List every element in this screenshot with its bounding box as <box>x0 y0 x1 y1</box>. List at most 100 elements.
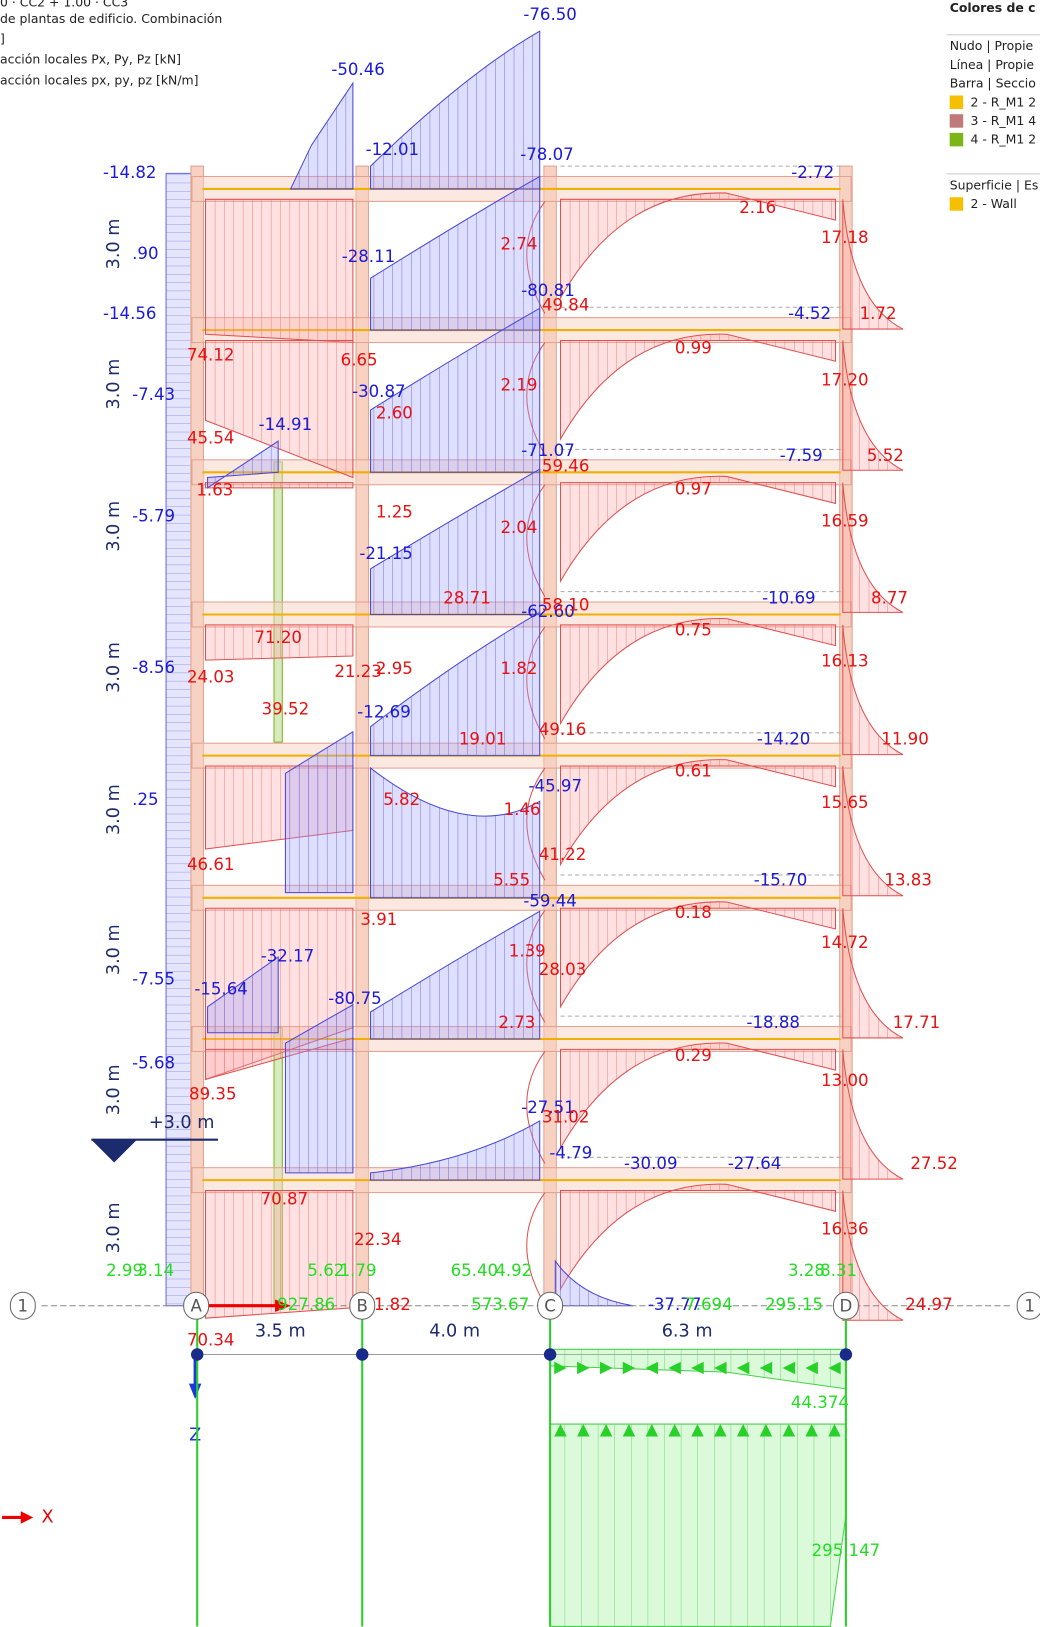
blue-value-label: -12.69 <box>357 703 411 722</box>
shear-wall <box>166 173 192 1305</box>
page-body: X Z +3.0 m 1ABCD13.5 m4.0 m6.3 m 3.0 m3.… <box>0 0 1040 1627</box>
grid-label: 1 <box>18 1296 29 1315</box>
blue-value-label: -14.91 <box>259 415 313 434</box>
force-diagram <box>291 83 353 189</box>
red-value-label: 28.03 <box>539 960 587 979</box>
blue-value-label: -7.43 <box>132 385 175 404</box>
grid-label: C <box>544 1296 556 1315</box>
red-value-label: 5.82 <box>383 790 420 809</box>
red-value-label: 28.71 <box>443 588 491 607</box>
red-value-label: 13.83 <box>884 871 932 890</box>
red-value-label: 24.03 <box>187 667 235 686</box>
header-line: de plantas de edificio. Combinación <box>0 11 222 26</box>
page: Building reactions diagram {"header": {"… <box>0 0 1040 1627</box>
red-value-label: 41.22 <box>539 845 587 864</box>
red-value-label: 17.18 <box>821 228 869 247</box>
axis-z-label: Z <box>189 1425 201 1445</box>
blue-value-label: -5.68 <box>132 1053 175 1072</box>
blue-value-label: -5.79 <box>132 506 175 525</box>
red-value-label: 0.61 <box>675 762 712 781</box>
red-value-label: 49.16 <box>539 720 587 739</box>
legend-swatch <box>950 197 963 210</box>
force-diagram <box>371 31 540 189</box>
node <box>544 1348 556 1360</box>
red-value-label: 13.00 <box>821 1071 869 1090</box>
blue-value-label: -14.82 <box>103 163 157 182</box>
force-diagram <box>371 612 540 755</box>
green-value-label: 295.15 <box>765 1295 823 1314</box>
red-value-label: 5.55 <box>493 871 530 890</box>
story-height: 3.0 m <box>104 501 124 552</box>
header-line: acción locales Px, Py, Pz [kN] <box>0 52 181 67</box>
legend-title: Colores de c <box>950 0 1036 15</box>
legend-item: 2 - Wall <box>970 196 1016 211</box>
blue-value-label: -15.70 <box>754 871 807 890</box>
red-value-label: 16.13 <box>821 652 869 671</box>
blue-value-label: -59.44 <box>523 891 577 910</box>
blue-value-label: -45.97 <box>529 776 583 795</box>
moment-diagram <box>527 1193 545 1305</box>
red-value-label: 70.87 <box>261 1189 309 1208</box>
node <box>356 1348 368 1360</box>
red-value-label: 17.20 <box>821 370 869 389</box>
red-value-label: 46.61 <box>187 855 235 874</box>
red-value-label: 1.46 <box>504 800 541 819</box>
axis-x-head <box>21 1511 33 1523</box>
blue-value-label: -7.55 <box>132 969 175 988</box>
green-value-label: 3.14 <box>137 1261 174 1280</box>
red-value-label: 21.23 <box>334 662 382 681</box>
green-value-label: 927.86 <box>277 1295 335 1314</box>
red-value-label: 0.29 <box>675 1046 712 1065</box>
blue-value-label: -28.11 <box>342 247 396 266</box>
red-value-label: 89.35 <box>189 1085 237 1104</box>
red-value-label: 17.71 <box>893 1013 941 1032</box>
blue-value-label: -21.15 <box>359 544 413 563</box>
red-value-label: 45.54 <box>187 429 235 448</box>
red-value-label: 71.20 <box>254 628 302 647</box>
header-line: acción locales px, py, pz [kN/m] <box>0 72 198 87</box>
red-value-label: 74.12 <box>187 346 235 365</box>
red-value-label: 58.10 <box>542 596 590 615</box>
blue-value-label: .90 <box>132 244 158 263</box>
blue-value-label: -8.56 <box>132 658 175 677</box>
dimension-label: 3.5 m <box>255 1322 306 1342</box>
moment-diagram <box>206 199 353 342</box>
blue-value-label: -4.52 <box>788 304 831 323</box>
red-value-label: 16.59 <box>821 512 869 531</box>
legend-row: Barra | Seccio <box>950 76 1036 92</box>
node <box>840 1348 852 1360</box>
blue-value-label: -15.64 <box>194 980 248 999</box>
blue-value-label: -4.79 <box>549 1144 592 1163</box>
red-value-label: 1.25 <box>376 502 413 521</box>
red-value-label: 1.82 <box>500 659 537 678</box>
blue-value-label: -14.20 <box>757 730 810 749</box>
red-value-label: 2.19 <box>500 376 537 395</box>
story-height: 3.0 m <box>104 1064 124 1115</box>
red-value-label: 0.18 <box>675 903 712 922</box>
blue-value-label: -7.59 <box>780 446 823 465</box>
red-value-label: 19.01 <box>459 730 507 749</box>
blue-value-label: -30.09 <box>624 1154 678 1173</box>
story-height: 3.0 m <box>104 219 124 270</box>
legend-swatch <box>950 96 963 109</box>
green-value-label: 7.694 <box>685 1295 733 1314</box>
legend-row: Nudo | Propie <box>950 38 1034 54</box>
reaction-diagram <box>550 1424 846 1626</box>
red-value-label: 8.77 <box>871 588 908 607</box>
blue-value-label: -14.56 <box>103 304 157 323</box>
legend-row: Superficie | Es <box>950 177 1039 193</box>
diagram: X Z +3.0 m 1ABCD13.5 m4.0 m6.3 m 3.0 m3.… <box>0 0 1040 1627</box>
red-value-label: 2.04 <box>500 518 537 537</box>
green-value-label: 4.92 <box>495 1261 532 1280</box>
header: 0 · CC2 + 1.00 · CC3 de plantas de edifi… <box>0 0 222 87</box>
story-height: 3.0 m <box>104 784 124 835</box>
green-value-label: 8.31 <box>820 1261 857 1280</box>
red-value-label: 1.63 <box>196 480 233 499</box>
legend: Colores de c Nudo | Propie Línea | Propie… <box>947 0 1040 211</box>
force-diagram <box>371 1121 540 1180</box>
legend-item: 4 - R_M1 2 <box>970 132 1036 147</box>
legend-row: Línea | Propie <box>950 57 1034 73</box>
red-value-label: 1.82 <box>374 1295 411 1314</box>
z-arrow-head <box>189 1384 201 1400</box>
story-height: 3.0 m <box>104 359 124 410</box>
